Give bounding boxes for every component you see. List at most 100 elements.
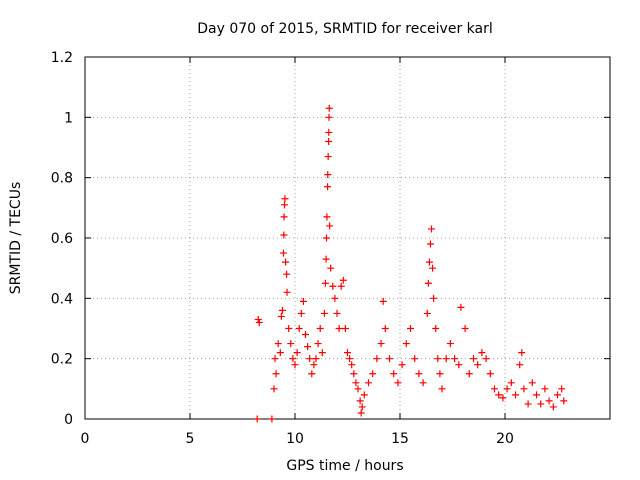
data-point [365,379,372,387]
data-point [390,370,398,378]
data-point [537,400,545,408]
data-point [283,288,291,296]
data-point [461,325,469,332]
data-point [314,340,322,348]
data-point [402,340,410,348]
data-point [541,385,549,393]
data-point [356,397,364,405]
data-point [312,355,320,363]
data-point [299,297,307,305]
data-point [291,361,299,369]
data-point [373,355,381,363]
data-point [491,385,498,393]
data-point [434,355,442,363]
data-point [360,391,368,399]
data-point [278,306,286,314]
x-tick-label: 20 [496,431,514,447]
data-point [438,385,446,393]
data-point [451,355,459,363]
y-tick-label: 0.2 [51,352,73,368]
data-point [478,349,486,357]
data-point [524,400,532,408]
chart-title: Day 070 of 2015, SRMTID for receiver kar… [197,21,493,37]
data-point [465,370,473,378]
data-point [533,391,540,399]
data-point [341,325,349,332]
data-point [293,349,301,357]
data-point [297,309,305,317]
data-point [339,276,347,284]
data-point [304,343,312,351]
data-point [280,213,288,221]
x-tick-label: 5 [186,431,195,447]
data-point [512,391,519,399]
data-point [346,355,354,363]
data-point [516,361,524,369]
data-point [318,349,326,357]
data-point [560,397,568,405]
data-point [281,195,289,203]
data-point [280,231,288,239]
data-point [423,309,431,317]
data-point [325,104,333,112]
data-point [255,318,263,326]
data-point [381,325,389,332]
x-tick-label: 10 [286,431,304,447]
data-point [357,409,365,417]
y-axis-label: SRMTID / TECUs [8,182,24,295]
x-tick-label: 15 [391,431,409,447]
data-point [398,361,406,369]
data-point [274,340,282,348]
data-point [558,385,566,393]
data-point [325,128,333,136]
y-tick-label: 1.2 [51,50,73,66]
grid-lines [85,57,610,419]
data-point [270,385,278,393]
data-point [326,222,334,230]
data-point [415,370,423,378]
data-point [327,264,335,272]
data-point [430,294,438,302]
data-point [279,249,287,257]
data-point [394,379,402,387]
data-point [329,282,337,290]
data-point [442,355,450,363]
data-point [424,279,432,287]
data-point [325,137,333,145]
data-point [369,370,377,378]
data-point [428,225,435,233]
data-point [455,361,463,369]
data-point [528,379,536,387]
data-point [386,355,393,363]
data-point [321,279,329,287]
data-point [302,331,309,339]
y-tick-label: 0 [64,412,73,428]
data-point [285,325,293,332]
data-point [283,270,291,278]
y-tick-label: 1 [64,110,73,126]
data-point [407,325,414,332]
data-point [545,397,553,405]
data-point [457,303,465,311]
data-point [308,370,316,378]
data-point [350,370,358,378]
data-point [436,370,444,378]
data-point [281,201,288,209]
data-point [379,297,387,305]
data-point [337,282,345,290]
data-point [419,379,427,387]
data-point [518,349,526,357]
data-point [432,325,440,332]
data-point [276,349,284,357]
data-point [344,349,351,357]
data-point [325,113,333,121]
data-point [335,325,343,332]
data-point [503,385,511,393]
data-point [324,153,332,161]
data-point [554,391,561,399]
x-tick-label: 0 [81,431,90,447]
data-point [495,391,503,399]
data-point [426,240,434,248]
data-point [272,370,280,378]
